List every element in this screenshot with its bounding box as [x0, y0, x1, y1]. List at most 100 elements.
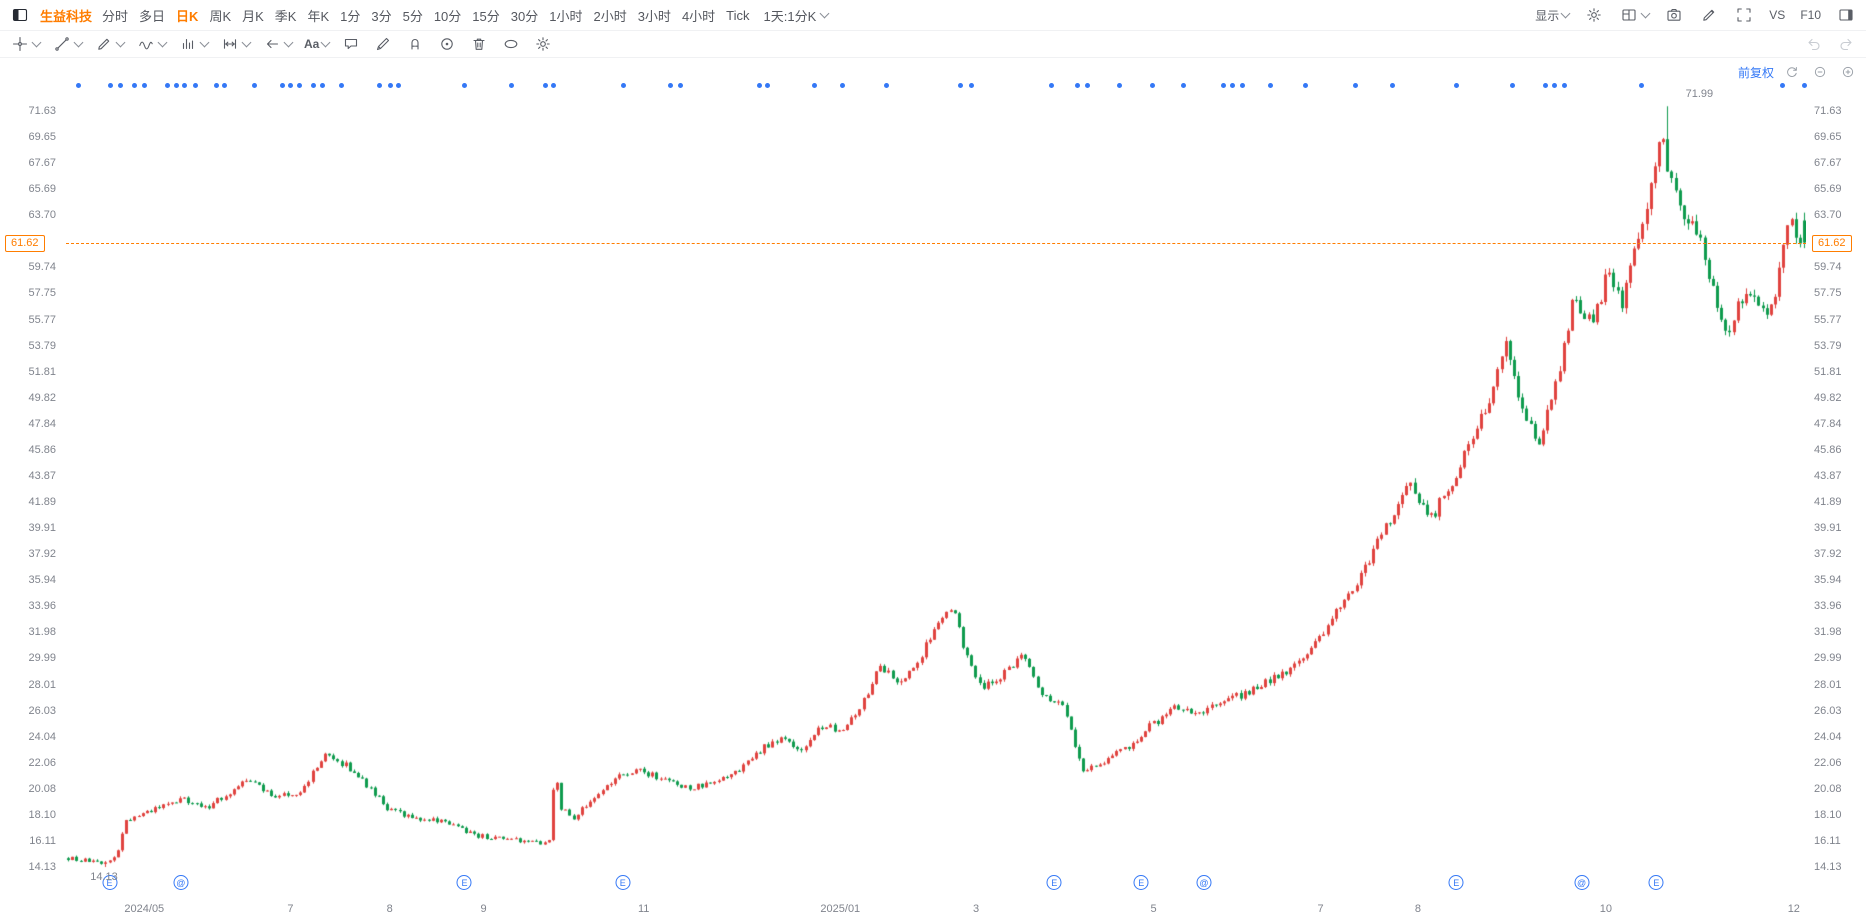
- signal-dot[interactable]: [1509, 83, 1515, 88]
- right-panel-toggle[interactable]: [1836, 5, 1856, 25]
- signal-dot[interactable]: [182, 83, 188, 88]
- signal-dot[interactable]: [1149, 83, 1155, 88]
- signal-dot[interactable]: [667, 83, 673, 88]
- signal-dot[interactable]: [1562, 83, 1568, 88]
- signal-dot[interactable]: [1268, 83, 1274, 88]
- signal-dot[interactable]: [958, 83, 964, 88]
- pattern-tool[interactable]: [178, 34, 210, 54]
- timeframe-30分[interactable]: 30分: [510, 8, 539, 24]
- timeframe-多日[interactable]: 多日: [139, 8, 166, 24]
- timeframe-分时[interactable]: 分时: [102, 8, 129, 24]
- trendline-tool[interactable]: [52, 34, 84, 54]
- signal-dot[interactable]: [883, 83, 889, 88]
- text-tool[interactable]: Aa: [304, 37, 331, 51]
- event-marker-E[interactable]: E: [456, 875, 472, 890]
- timeframe-1分[interactable]: 1分: [340, 8, 361, 24]
- interval-dropdown[interactable]: 1天:1分K: [764, 6, 830, 25]
- signal-dot[interactable]: [396, 83, 402, 88]
- chart-settings-button[interactable]: [1584, 5, 1604, 25]
- timeframe-月K[interactable]: 月K: [242, 8, 264, 24]
- signal-dot[interactable]: [213, 83, 219, 88]
- timeframe-3小时[interactable]: 3小时: [637, 8, 671, 24]
- signal-dot[interactable]: [173, 83, 179, 88]
- signal-dot[interactable]: [117, 83, 123, 88]
- wave-tool[interactable]: [136, 34, 168, 54]
- comment-tool[interactable]: [341, 34, 361, 54]
- timeframe-年K[interactable]: 年K: [307, 8, 330, 24]
- brush-tool[interactable]: [373, 34, 393, 54]
- event-marker-E[interactable]: E: [102, 875, 117, 890]
- signal-dot[interactable]: [1221, 83, 1227, 88]
- signal-dot[interactable]: [297, 83, 303, 88]
- signal-dot[interactable]: [311, 83, 317, 88]
- signal-dot[interactable]: [192, 83, 198, 88]
- signal-dot[interactable]: [1048, 83, 1054, 88]
- signal-dot[interactable]: [551, 83, 557, 88]
- vs-button[interactable]: VS: [1769, 8, 1785, 22]
- signal-dot[interactable]: [107, 83, 113, 88]
- signal-dot[interactable]: [968, 83, 974, 88]
- signal-dot[interactable]: [319, 83, 325, 88]
- signal-dot[interactable]: [1353, 83, 1359, 88]
- signal-dot[interactable]: [288, 83, 294, 88]
- signal-dot[interactable]: [1389, 83, 1395, 88]
- arrow-tool[interactable]: [262, 34, 294, 54]
- timeframe-2小时[interactable]: 2小时: [593, 8, 627, 24]
- signal-dot[interactable]: [756, 83, 762, 88]
- drawing-settings[interactable]: [533, 34, 553, 54]
- ellipse-tool[interactable]: [501, 34, 521, 54]
- timeframe-日K[interactable]: 日K: [176, 8, 199, 24]
- signal-dot[interactable]: [462, 83, 468, 88]
- delete-drawings-tool[interactable]: [469, 34, 489, 54]
- undo-button[interactable]: [1804, 34, 1824, 54]
- signal-dot[interactable]: [1779, 83, 1785, 88]
- event-marker-@[interactable]: @: [1574, 875, 1590, 890]
- signal-dot[interactable]: [1802, 83, 1808, 88]
- display-dropdown[interactable]: 显示: [1535, 7, 1571, 24]
- event-marker-E[interactable]: E: [1448, 875, 1464, 890]
- signal-dot[interactable]: [164, 83, 170, 88]
- layout-dropdown[interactable]: [1619, 5, 1651, 25]
- signal-dot[interactable]: [76, 83, 82, 88]
- event-marker-E[interactable]: E: [1648, 875, 1664, 890]
- collapse-panel-icon[interactable]: [10, 5, 30, 25]
- signal-dot[interactable]: [542, 83, 548, 88]
- timeframe-季K[interactable]: 季K: [274, 8, 297, 24]
- adjustment-mode-button[interactable]: 前复权: [1737, 65, 1774, 80]
- stock-name[interactable]: 生益科技: [40, 8, 93, 24]
- timeframe-5分[interactable]: 5分: [402, 8, 423, 24]
- signal-dot[interactable]: [1116, 83, 1122, 88]
- signal-dot[interactable]: [1454, 83, 1460, 88]
- event-marker-@[interactable]: @: [1196, 875, 1212, 890]
- event-marker-E[interactable]: E: [1133, 875, 1149, 890]
- signal-dot[interactable]: [678, 83, 684, 88]
- signal-dot[interactable]: [840, 83, 846, 88]
- signal-dot[interactable]: [1638, 83, 1644, 88]
- signal-dot[interactable]: [142, 83, 148, 88]
- magnet-tool[interactable]: [405, 34, 425, 54]
- event-marker-E[interactable]: E: [1046, 875, 1062, 890]
- signal-dot[interactable]: [1074, 83, 1080, 88]
- signal-dot[interactable]: [1240, 83, 1246, 88]
- signal-dot[interactable]: [765, 83, 771, 88]
- screenshot-button[interactable]: [1664, 5, 1684, 25]
- signal-dot[interactable]: [279, 83, 285, 88]
- timeframe-Tick[interactable]: Tick: [726, 7, 750, 23]
- signal-dot[interactable]: [1085, 83, 1091, 88]
- signal-dot[interactable]: [1551, 83, 1557, 88]
- fullscreen-button[interactable]: [1734, 5, 1754, 25]
- timeframe-15分[interactable]: 15分: [472, 8, 500, 24]
- target-tool[interactable]: [437, 34, 457, 54]
- signal-dot[interactable]: [620, 83, 626, 88]
- chart-area[interactable]: 71.63 71.63 69.65 69.65 67.67 67.67 65.69 65.69…: [0, 58, 1866, 921]
- signal-dot[interactable]: [812, 83, 818, 88]
- event-marker-@[interactable]: @: [173, 875, 189, 890]
- event-marker-E[interactable]: E: [615, 875, 631, 890]
- timeframe-3分[interactable]: 3分: [371, 8, 392, 24]
- signal-dot[interactable]: [1302, 83, 1308, 88]
- signal-dot[interactable]: [509, 83, 515, 88]
- signal-dot[interactable]: [387, 83, 393, 88]
- signal-dot[interactable]: [377, 83, 383, 88]
- timeframe-10分[interactable]: 10分: [433, 8, 462, 24]
- crosshair-tool[interactable]: [10, 34, 42, 54]
